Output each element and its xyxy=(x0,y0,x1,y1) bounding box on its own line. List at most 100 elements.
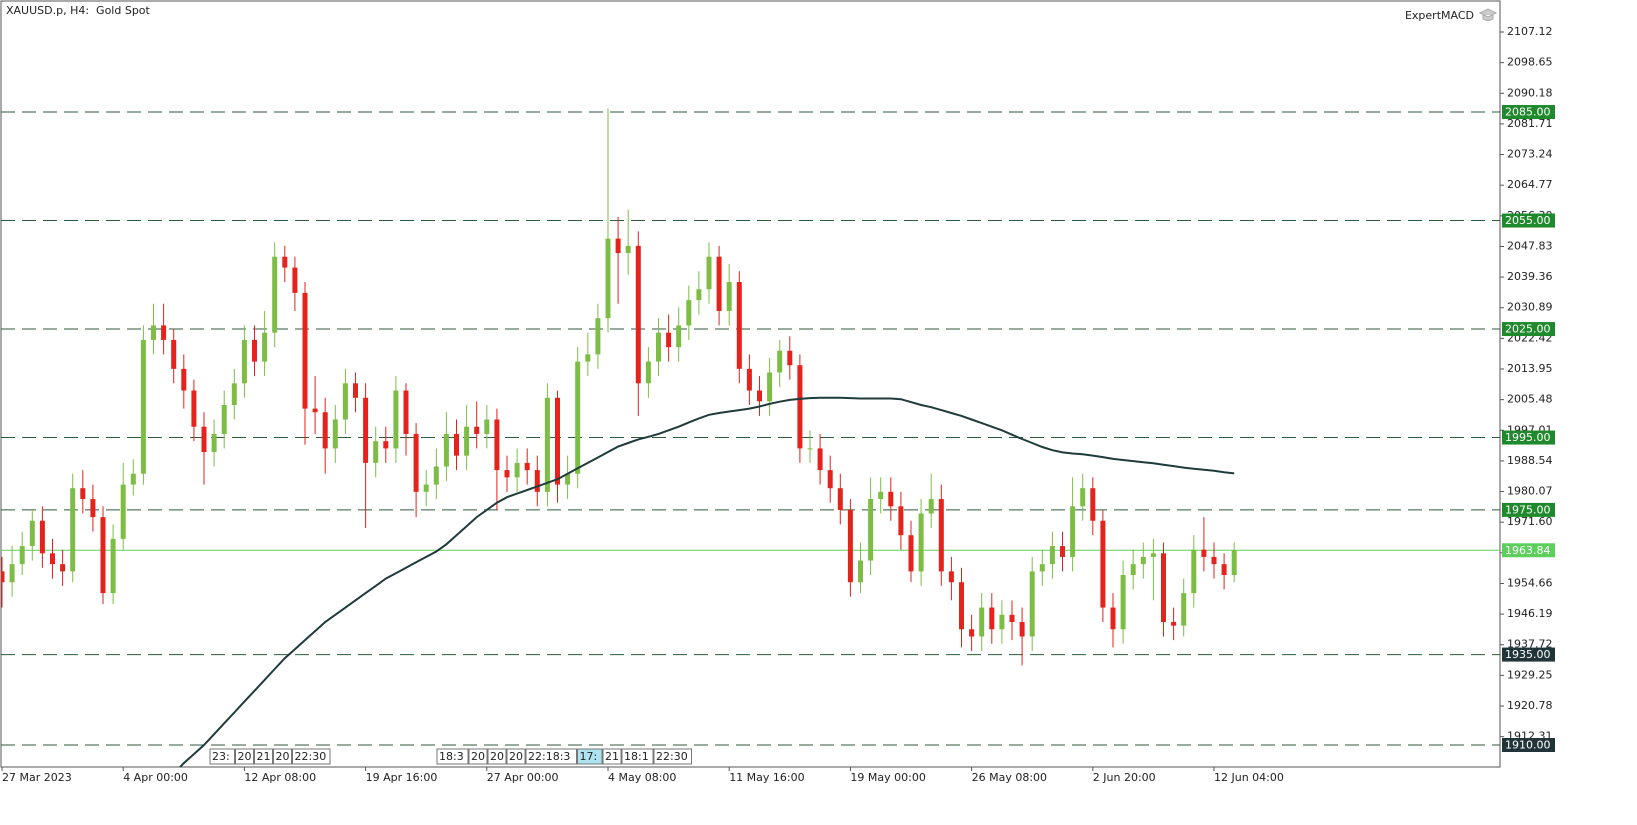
candle-body xyxy=(110,538,116,594)
candle-body xyxy=(736,282,742,369)
candle-body xyxy=(555,397,560,485)
y-tick-label: 1920.78 xyxy=(1507,699,1553,712)
time-marker: 20 xyxy=(238,750,252,763)
candle-body xyxy=(928,499,934,514)
level-box xyxy=(1502,322,1555,337)
candle-body xyxy=(292,267,298,293)
last-price-label: 1963.84 xyxy=(1505,544,1551,557)
time-marker: 20 xyxy=(490,750,504,763)
candle-body xyxy=(373,441,379,463)
candle-body xyxy=(140,339,146,474)
candle-body xyxy=(252,339,257,362)
candle-body xyxy=(272,256,278,333)
candle-body xyxy=(433,466,439,485)
time-marker-box xyxy=(602,748,622,765)
candle-body xyxy=(241,339,247,384)
time-marker: 21 xyxy=(257,750,271,763)
candle-body xyxy=(443,433,449,467)
candle-body xyxy=(1221,564,1227,576)
time-marker-box xyxy=(525,748,577,765)
candle-body xyxy=(90,499,96,518)
candle-body xyxy=(1039,564,1045,572)
time-marker-box xyxy=(209,748,235,765)
y-tick-label: 2047.83 xyxy=(1507,239,1553,252)
candle-body xyxy=(181,368,187,391)
time-marker-box xyxy=(436,748,469,765)
candle-body xyxy=(211,433,217,453)
time-marker-box xyxy=(621,748,654,765)
candle-body xyxy=(979,607,985,637)
candle-body xyxy=(625,245,631,254)
candle-body xyxy=(969,629,975,637)
candle-body xyxy=(666,332,672,348)
y-tick-label: 1937.72 xyxy=(1507,638,1553,651)
candle-body xyxy=(494,419,500,471)
x-tick-label: 19 May 00:00 xyxy=(850,771,925,784)
candle-body xyxy=(29,520,35,547)
x-tick-label: 11 May 16:00 xyxy=(729,771,804,784)
candle-body xyxy=(1049,546,1055,565)
candle-body xyxy=(595,318,601,355)
candle-body xyxy=(1120,575,1126,630)
candle-body xyxy=(80,488,86,500)
y-tick-label: 2039.36 xyxy=(1507,270,1553,283)
level-label: 2025.00 xyxy=(1505,323,1551,336)
x-tick-label: 4 Apr 00:00 xyxy=(123,771,188,784)
candle-body xyxy=(868,499,874,561)
candle-body xyxy=(1029,571,1035,637)
level-label: 2085.00 xyxy=(1505,106,1551,119)
y-tick-label: 2090.18 xyxy=(1507,86,1553,99)
level-label: 1910.00 xyxy=(1505,739,1551,752)
time-marker: 20 xyxy=(276,750,290,763)
candle-body xyxy=(544,397,550,492)
candle-body xyxy=(837,488,843,510)
y-tick-label: 2013.95 xyxy=(1507,362,1553,375)
candle-body xyxy=(746,368,752,391)
candle-body xyxy=(888,491,894,507)
candle-body xyxy=(948,571,954,583)
candle-body xyxy=(847,509,853,583)
candle-body xyxy=(322,412,328,449)
candle-body xyxy=(686,300,692,326)
candle-body xyxy=(120,484,126,539)
x-tick-label: 27 Mar 2023 xyxy=(2,771,72,784)
candle-body xyxy=(1080,488,1086,507)
candle-body xyxy=(777,350,783,373)
y-tick-label: 2081.71 xyxy=(1507,117,1553,130)
candle-body xyxy=(645,361,651,384)
candle-body xyxy=(1110,607,1116,630)
candle-body xyxy=(1191,549,1197,594)
candle-body xyxy=(39,520,45,554)
candle-body xyxy=(959,582,964,630)
candle-body xyxy=(353,383,358,398)
candle-body xyxy=(342,383,348,420)
axes: 2107.12 2098.65 2090.18 2081.71 2073.24 2064.… xyxy=(1,25,1555,784)
candle-body xyxy=(454,433,459,456)
time-marker-box xyxy=(254,748,273,765)
candle-body xyxy=(1231,550,1237,576)
time-marker: 17: xyxy=(580,750,598,763)
candle-body xyxy=(151,325,156,340)
candle-body xyxy=(221,405,227,434)
levels xyxy=(1,111,1500,746)
candle-body xyxy=(19,546,25,565)
y-tick-label: 1988.54 xyxy=(1507,454,1553,467)
candle-body xyxy=(726,282,732,311)
candle-body xyxy=(605,238,611,319)
time-marker-box xyxy=(506,748,526,765)
time-marker-box xyxy=(292,748,331,765)
y-tick-label: 1929.25 xyxy=(1507,668,1553,681)
y-tick-label: 2030.89 xyxy=(1507,301,1553,314)
candle-body xyxy=(363,397,369,463)
time-marker: 21 xyxy=(605,750,619,763)
candle-body xyxy=(474,426,480,434)
level-label: 1975.00 xyxy=(1505,503,1551,516)
chart-title: XAUUSD.p, H4: Gold Spot xyxy=(6,4,151,17)
level-label: 1935.00 xyxy=(1505,648,1551,661)
candle-body xyxy=(1,571,5,583)
candle-body xyxy=(565,473,571,485)
level-label: 1995.00 xyxy=(1505,431,1551,444)
y-tick-label: 1971.60 xyxy=(1507,515,1553,528)
candle-body xyxy=(130,473,136,485)
candle-body xyxy=(706,256,712,290)
